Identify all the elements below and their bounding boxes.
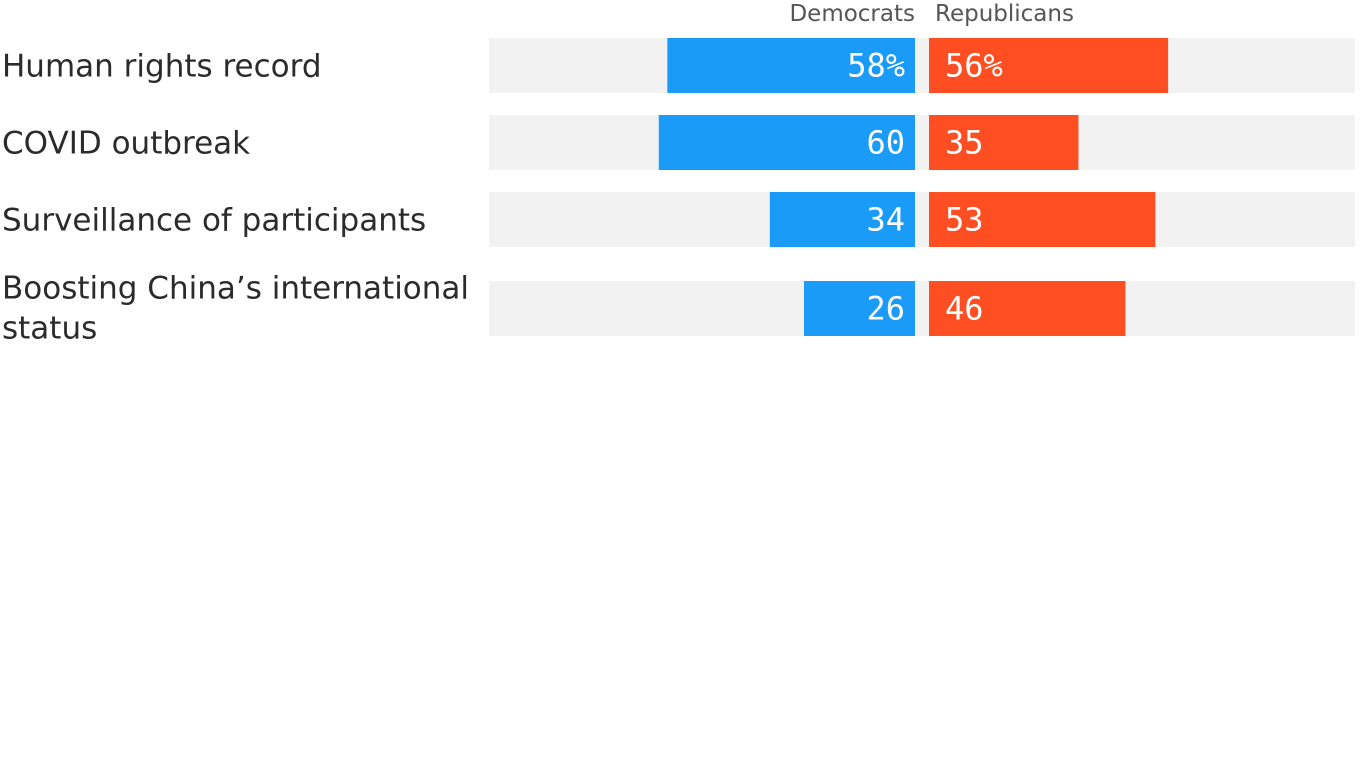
bar-republicans (929, 115, 1079, 170)
category-label: status (2, 311, 97, 347)
value-label-republicans: 46 (945, 290, 984, 328)
category-label: Surveillance of participants (2, 203, 426, 239)
value-label-republicans: 56% (945, 47, 1003, 85)
bar-democrats (658, 115, 915, 170)
bar-track (489, 281, 1355, 336)
value-label-democrats: 60 (866, 124, 905, 162)
bar-democrats (803, 281, 915, 336)
bar-democrats (667, 38, 915, 93)
bar-track (489, 192, 1355, 247)
value-label-democrats: 34 (866, 201, 905, 239)
value-label-democrats: 26 (866, 290, 905, 328)
category-label: Boosting China’s international (2, 271, 469, 307)
bar-track (489, 115, 1355, 170)
legend-republicans: Republicans (935, 1, 1074, 27)
value-label-republicans: 35 (945, 124, 984, 162)
bar-track (489, 38, 1355, 93)
bar-republicans (929, 38, 1169, 93)
bar-democrats (769, 192, 915, 247)
category-label: Human rights record (2, 49, 322, 85)
bar-republicans (929, 281, 1126, 336)
bar-republicans (929, 192, 1156, 247)
value-label-republicans: 53 (945, 201, 984, 239)
legend-democrats: Democrats (789, 1, 915, 27)
category-label: COVID outbreak (2, 126, 250, 162)
value-label-democrats: 58% (847, 47, 905, 85)
